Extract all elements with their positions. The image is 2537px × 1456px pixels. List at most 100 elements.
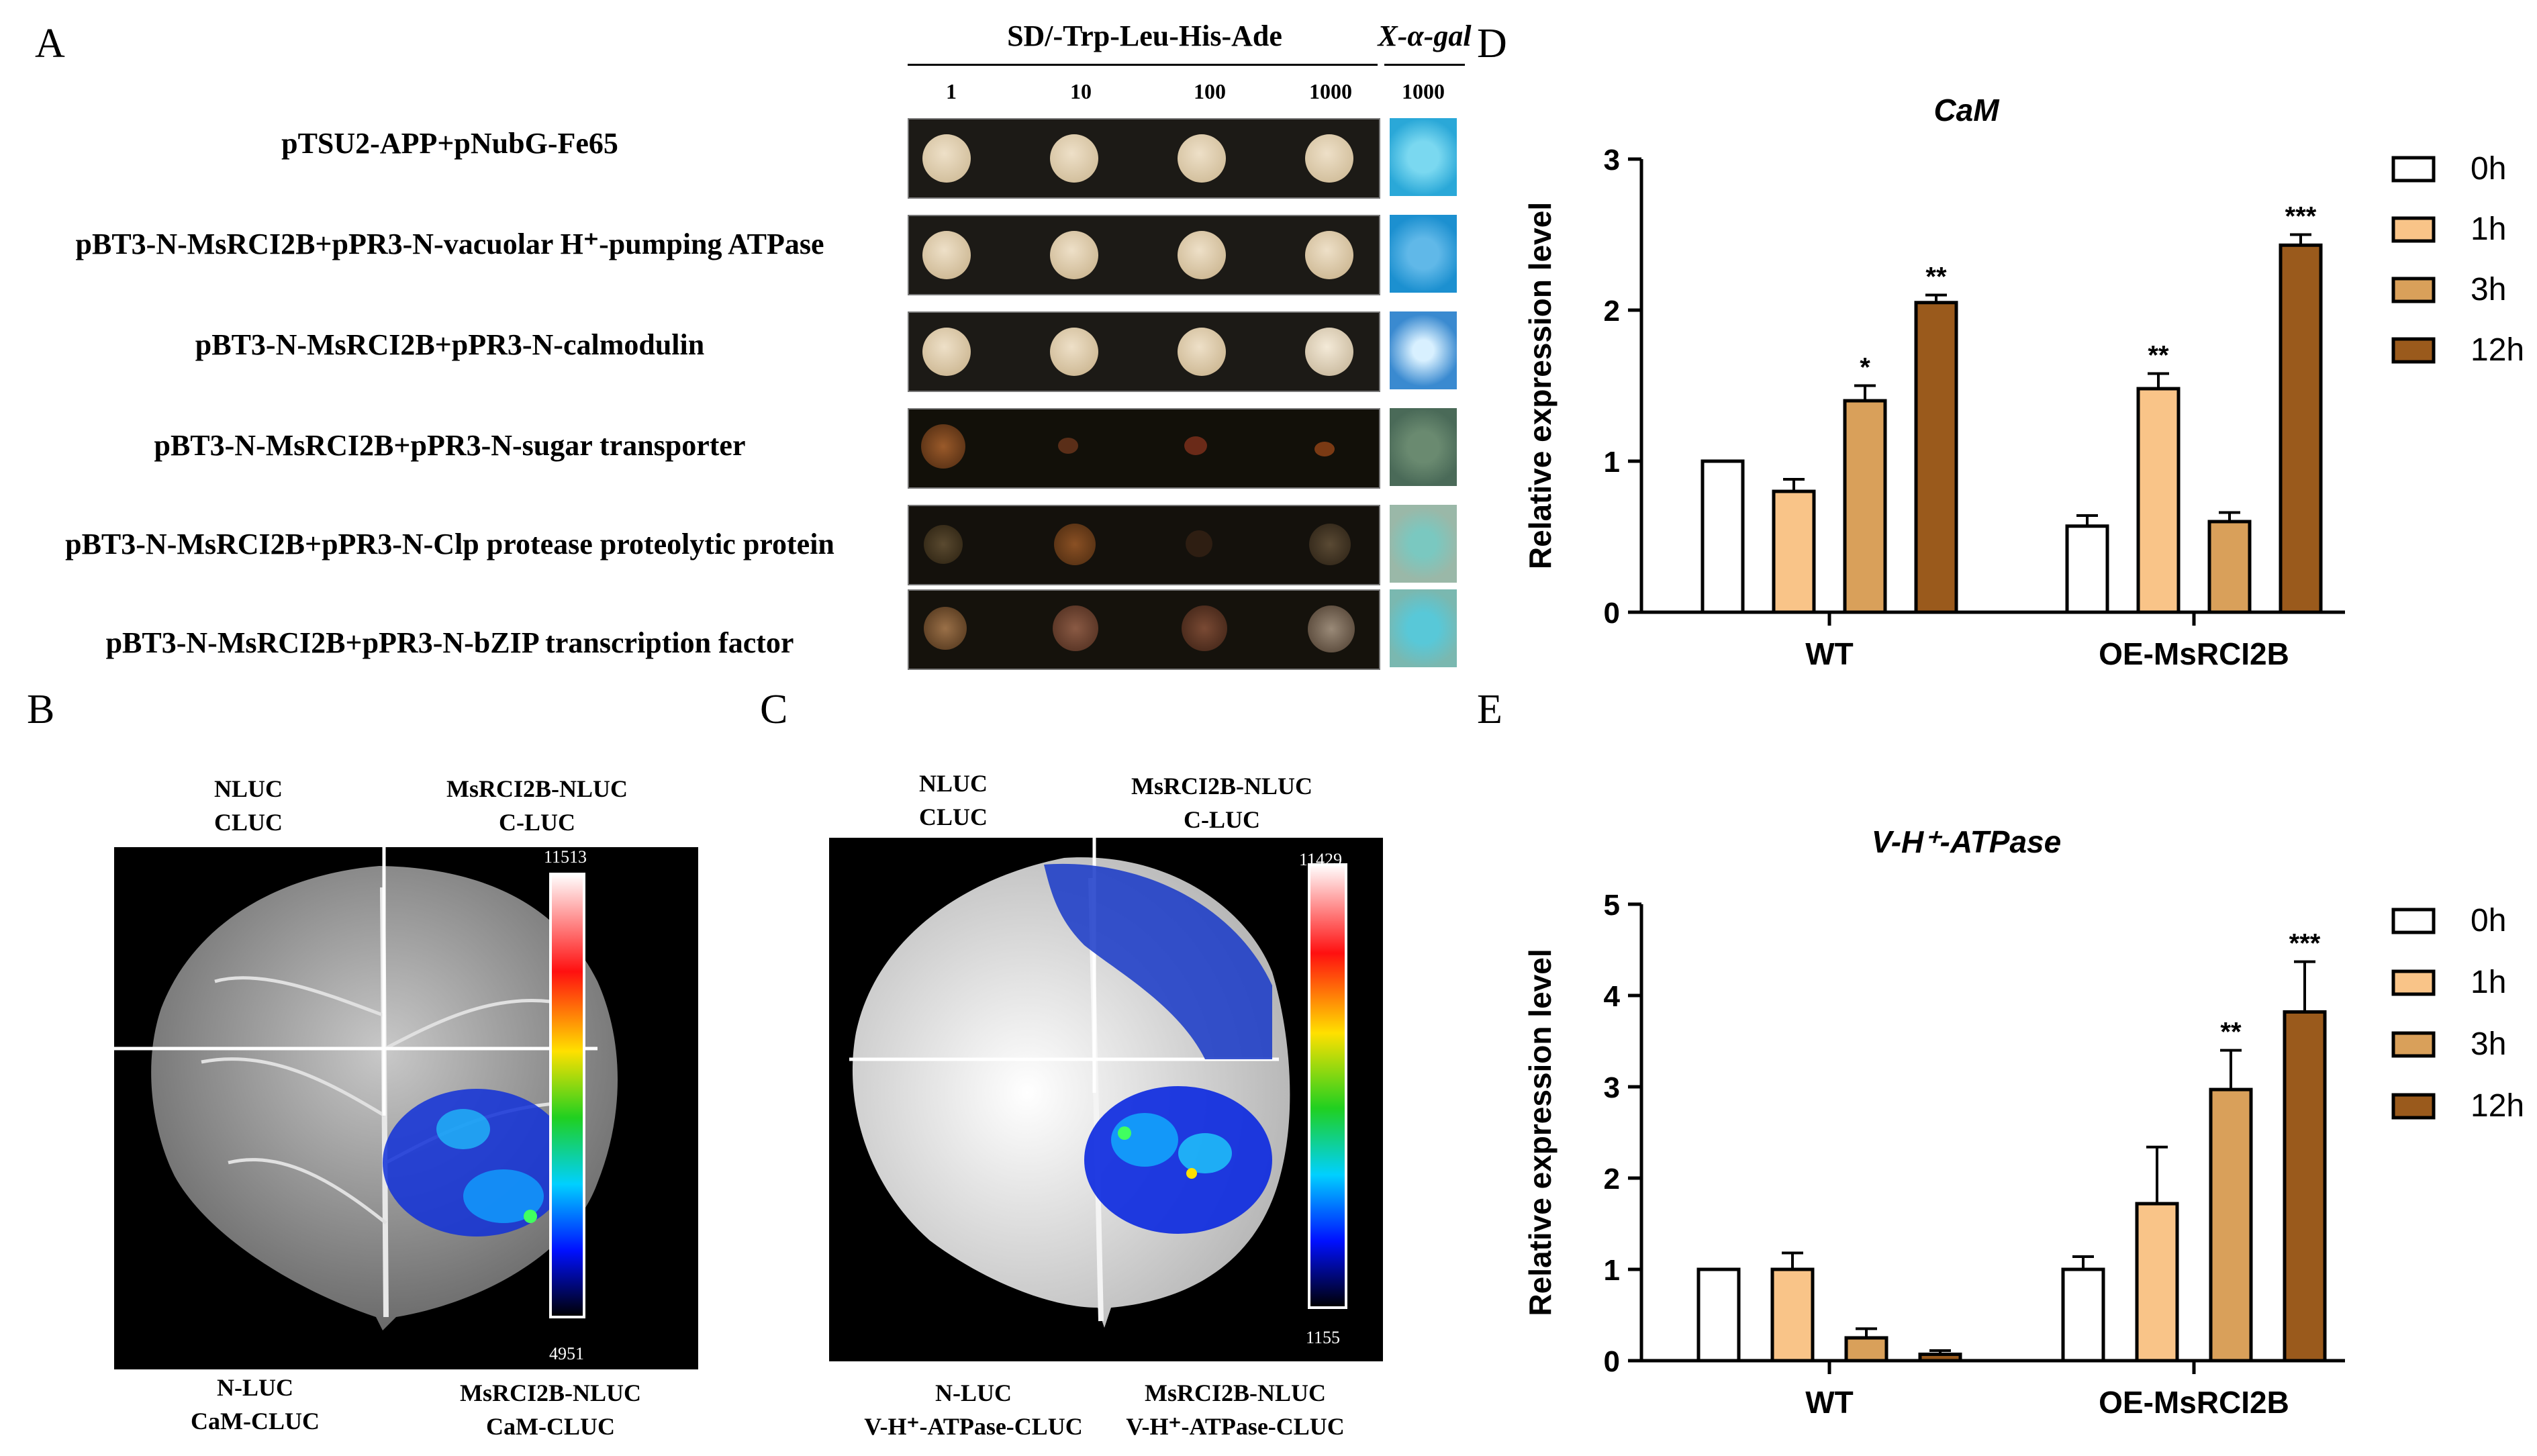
yeast-spot — [1184, 436, 1207, 455]
yeast-spot — [1058, 438, 1078, 454]
c-bl-line1: N-LUC — [935, 1379, 1012, 1406]
leaf-vein — [214, 976, 383, 1017]
bar-3h-WT — [1844, 1336, 1888, 1363]
b-bottom-left-label: N-LUC CaM-CLUC — [154, 1371, 356, 1438]
chart-title: V-H⁺-ATPase — [1872, 824, 2061, 859]
xgal-header: X-α-gal — [1378, 19, 1472, 52]
color-scale-bar — [1308, 863, 1347, 1309]
b-top-right-label: MsRCI2B-NLUC C-LUC — [403, 772, 671, 839]
yeast-spot — [1054, 524, 1096, 565]
bar-3h-OE-MsRCI2B — [2207, 520, 2252, 614]
color-scale-bar — [549, 873, 585, 1318]
yeast-spot — [1182, 605, 1227, 651]
yeast-spot — [924, 525, 963, 564]
yeast-spot — [921, 424, 965, 469]
spot-row-2 — [908, 215, 1380, 295]
legend-swatch-0h — [2391, 156, 2436, 183]
bar-1h-OE-MsRCI2B — [2136, 387, 2181, 614]
chart-title: CaM — [1933, 93, 2000, 128]
y-tick-label: 3 — [1604, 144, 1620, 177]
c-top-right-label: MsRCI2B-NLUC C-LUC — [1088, 769, 1356, 836]
bar-12h-WT — [1918, 1352, 1962, 1363]
legend-swatch-3h — [2391, 277, 2436, 303]
yeast-spot — [924, 607, 967, 650]
luc-signal — [1111, 1113, 1178, 1167]
chart-cam: CaM Relative expression level 0 1 2 3 WT OE-MsR… — [1523, 93, 2524, 671]
panel-c-leaf-image: 11429 1155 — [829, 838, 1383, 1361]
luc-signal — [1178, 1133, 1232, 1173]
b-scale-max: 11513 — [544, 847, 587, 867]
legend-swatch-0h — [2391, 908, 2436, 934]
luc-signal — [1186, 1168, 1197, 1179]
y-axis-label: Relative expression level — [1523, 949, 1558, 1316]
spot-row-5 — [908, 505, 1380, 585]
legend-swatch-12h — [2391, 337, 2436, 364]
row-label-5: pBT3-N-MsRCI2B+pPR3-N-Clp protease prote… — [65, 528, 834, 561]
row-label-1: pTSU2-APP+pNubG-Fe65 — [281, 127, 618, 160]
c-scale-min: 1155 — [1306, 1328, 1341, 1347]
xgal-well-6 — [1390, 589, 1457, 667]
xgal-well-2 — [1390, 215, 1457, 293]
bar-0h-OE-MsRCI2B — [2065, 524, 2109, 614]
yeast-spot — [1178, 134, 1226, 183]
xgal-dilution: 1000 — [1402, 79, 1445, 103]
bar-3h-OE-MsRCI2B — [2209, 1087, 2253, 1363]
c-br-line2: V-H⁺-ATPase-CLUC — [1126, 1413, 1345, 1440]
panel-b-leaf-svg — [114, 847, 618, 1330]
x-category-label: WT — [1805, 1385, 1854, 1420]
dilution-1000: 1000 — [1309, 79, 1352, 103]
legend-label-3h: 3h — [2471, 272, 2506, 307]
c-tr-line2: C-LUC — [1184, 806, 1260, 833]
bar-1h-WT — [1770, 1267, 1815, 1363]
luc-signal — [1084, 1086, 1272, 1234]
yeast-spot — [922, 328, 971, 376]
luc-signal-background — [1044, 863, 1272, 1059]
yeast-spot — [1178, 231, 1226, 279]
yeast-spot — [1305, 231, 1353, 279]
legend-label-12h: 12h — [2471, 332, 2524, 368]
c-tr-line1: MsRCI2B-NLUC — [1131, 773, 1312, 799]
legend-swatch-12h — [2391, 1093, 2436, 1120]
luc-signal — [1118, 1126, 1131, 1140]
dilution-1: 1 — [946, 79, 957, 103]
y-tick-label: 0 — [1604, 597, 1620, 630]
luc-signal — [436, 1109, 490, 1149]
b-tl-line1: NLUC — [213, 775, 283, 802]
x-category-label: OE-MsRCI2B — [2099, 636, 2289, 671]
b-bottom-right-label: MsRCI2B-NLUC CaM-CLUC — [403, 1376, 698, 1443]
leaf-vein — [384, 998, 551, 1051]
chart-vh-atpase: V-H⁺-ATPase Relative expression level 0 1 2 3… — [1523, 824, 2524, 1420]
b-tr-line2: C-LUC — [499, 809, 575, 836]
b-tl-line2: CLUC — [213, 809, 283, 836]
yeast-spot — [922, 231, 971, 279]
legend-label-12h: 12h — [2471, 1088, 2524, 1124]
significance-mark: ** — [2148, 341, 2169, 371]
c-br-line1: MsRCI2B-NLUC — [1145, 1379, 1326, 1406]
luc-signal — [463, 1169, 544, 1223]
bar-0h-WT — [1696, 1267, 1741, 1363]
y-tick-label: 1 — [1604, 1254, 1620, 1287]
c-tl-line2: CLUC — [918, 804, 988, 830]
significance-mark: *** — [2285, 202, 2317, 232]
legend-label-0h: 0h — [2471, 151, 2506, 187]
b-bl-line2: CaM-CLUC — [191, 1408, 320, 1435]
xgal-well-3 — [1390, 311, 1457, 389]
leaf-vein — [228, 1158, 387, 1224]
legend-label-1h: 1h — [2471, 211, 2506, 247]
bar-1h-OE-MsRCI2B — [2135, 1202, 2179, 1363]
significance-mark: ** — [1925, 262, 1947, 292]
significance-mark: *** — [2289, 929, 2321, 959]
panel-b-leaf-image: 11513 4951 — [114, 847, 698, 1369]
y-tick-label: 1 — [1604, 446, 1620, 479]
xgal-well-1 — [1390, 118, 1457, 196]
panel-e-label: E — [1477, 687, 1502, 732]
row-label-6: pBT3-N-MsRCI2B+pPR3-N-bZIP transcription… — [105, 626, 794, 659]
c-top-left-label: NLUC CLUC — [886, 767, 1020, 834]
bar-12h-OE-MsRCI2B — [2283, 1010, 2327, 1363]
yeast-spot — [1305, 328, 1353, 376]
xgal-header-underline — [1384, 64, 1465, 66]
b-bl-line1: N-LUC — [217, 1374, 293, 1401]
b-br-line2: CaM-CLUC — [486, 1413, 615, 1440]
significance-mark: * — [1860, 353, 1870, 383]
y-tick-label: 0 — [1604, 1345, 1620, 1378]
